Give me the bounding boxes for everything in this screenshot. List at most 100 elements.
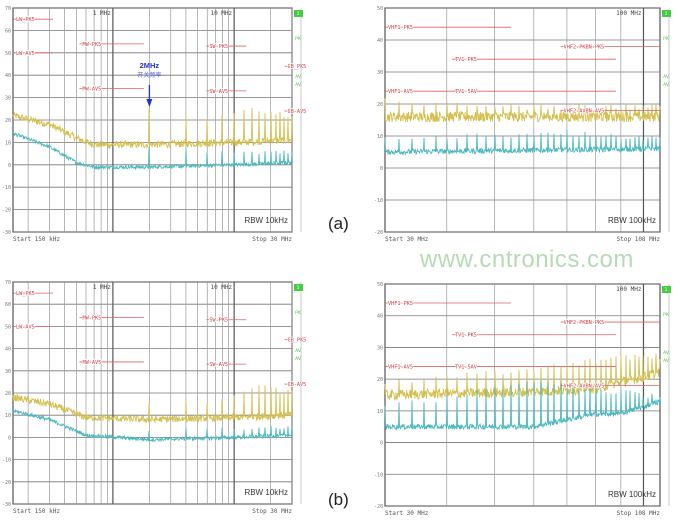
y-tick-label: 10 bbox=[5, 413, 11, 419]
peak-trace bbox=[384, 353, 661, 401]
limit-label: MW-AV5 bbox=[82, 87, 101, 93]
spectrum-plot-a-right: 50 40 30 20 10 0 -10 -20 100 MHz VHF1-PK5 VHF2-PKB… bbox=[374, 6, 671, 243]
limit-label: TV1-PK5 bbox=[455, 333, 477, 339]
side-marker-label: 1 bbox=[297, 285, 300, 291]
y-tick-label: 10 bbox=[377, 409, 383, 415]
y-tick-label: 0 bbox=[8, 163, 11, 169]
marker-badge bbox=[662, 286, 671, 293]
y-tick-label: 20 bbox=[377, 102, 383, 108]
limit-label: VHF2-PKBN-PK5 bbox=[564, 320, 605, 326]
y-tick-label: 0 bbox=[380, 441, 383, 447]
freq-marker-label: 100 MHz bbox=[616, 286, 642, 293]
side-marker-label: AV bbox=[295, 82, 302, 88]
side-marker-label: PK bbox=[295, 310, 302, 316]
rbw-label: RBW 100kHz bbox=[608, 490, 656, 499]
spectrum-plot-b-right: 50 40 30 20 10 0 -10 -20 100 MHz VHF1-PK5 VHF2-PKB… bbox=[374, 282, 671, 517]
y-tick-label: 20 bbox=[377, 377, 383, 383]
y-tick-label: 40 bbox=[377, 314, 383, 320]
panel-label-b: (b) bbox=[328, 490, 349, 509]
y-tick-label: 50 bbox=[5, 51, 11, 57]
arrow-down-icon bbox=[146, 99, 153, 107]
y-tick-label: -30 bbox=[2, 502, 11, 508]
start-frequency-label: Start 150 kHz bbox=[13, 236, 60, 243]
y-tick-label: 0 bbox=[8, 435, 11, 441]
limit-label: LW_PK5 bbox=[16, 17, 35, 23]
start-frequency-label: Start 150 kHz bbox=[13, 508, 60, 515]
spectrum-plot-b-left: 70 60 50 40 30 20 10 0 -10 -20 -30 1 MHz 10 MHz LW_PK… bbox=[2, 280, 307, 515]
y-tick-label: 40 bbox=[5, 347, 11, 353]
rbw-label: RBW 10kHz bbox=[244, 216, 288, 225]
y-tick-label: 30 bbox=[5, 96, 11, 102]
average-trace bbox=[384, 381, 661, 431]
side-marker-label: AV bbox=[663, 82, 670, 88]
limit-label: MW-PK5 bbox=[82, 316, 101, 322]
switching-frequency-label: 开关频率 bbox=[137, 71, 161, 79]
y-tick-label: 50 bbox=[377, 282, 383, 288]
limit-label: VHF1-AV5 bbox=[388, 364, 413, 370]
side-marker-label: 1 bbox=[665, 11, 668, 17]
limit-label: LW-AV5 bbox=[16, 324, 35, 330]
peak-trace bbox=[384, 98, 661, 124]
y-tick-label: -30 bbox=[2, 230, 11, 236]
side-marker-label: PK bbox=[663, 36, 670, 42]
limit-label: TV1-5AV bbox=[455, 364, 477, 370]
side-marker-label: AV bbox=[295, 348, 302, 354]
y-tick-label: 70 bbox=[5, 280, 11, 286]
limit-label: CB-AV5 bbox=[287, 109, 306, 115]
side-marker-label: 1 bbox=[665, 287, 668, 293]
y-tick-label: 50 bbox=[377, 6, 383, 12]
side-marker-label: PK bbox=[295, 36, 302, 42]
side-marker-label: AV bbox=[295, 356, 302, 362]
y-tick-label: 0 bbox=[380, 166, 383, 172]
limit-label: LW_PK5 bbox=[16, 291, 35, 297]
y-tick-label: 60 bbox=[5, 302, 11, 308]
stop-frequency-label: Stop 108 MHz bbox=[617, 510, 661, 517]
side-marker-label: AV bbox=[295, 74, 302, 80]
peak-trace bbox=[12, 107, 293, 150]
limit-label: CB_PK5 bbox=[287, 64, 306, 70]
limit-label: TV1-PK5 bbox=[455, 57, 477, 63]
freq-marker-label: 10 MHz bbox=[210, 284, 232, 291]
average-trace bbox=[384, 129, 661, 156]
side-marker-label: AV bbox=[663, 358, 670, 364]
y-tick-label: 40 bbox=[5, 73, 11, 79]
y-tick-label: 30 bbox=[377, 345, 383, 351]
freq-marker-label: 10 MHz bbox=[210, 10, 232, 17]
limit-label: VHF1-AV5 bbox=[388, 89, 413, 95]
panel-label-a: (a) bbox=[328, 214, 349, 233]
average-trace bbox=[12, 407, 293, 443]
limit-label: VHF1-PK5 bbox=[388, 301, 413, 307]
y-tick-label: -20 bbox=[2, 480, 11, 486]
start-frequency-label: Start 30 MHz bbox=[385, 236, 429, 243]
y-tick-label: -20 bbox=[374, 230, 383, 236]
limit-label: LW-AV5 bbox=[16, 51, 35, 57]
limit-label: MW-PK5 bbox=[82, 42, 101, 48]
limit-label: SW-AV5 bbox=[209, 362, 228, 368]
y-tick-label: -10 bbox=[2, 458, 11, 464]
freq-marker-label: 100 MHz bbox=[616, 10, 642, 17]
stop-frequency-label: Stop 108 MHz bbox=[617, 236, 661, 243]
y-tick-label: -10 bbox=[374, 472, 383, 478]
y-tick-label: -10 bbox=[2, 185, 11, 191]
y-tick-label: -10 bbox=[374, 198, 383, 204]
y-tick-label: 70 bbox=[5, 6, 11, 12]
limit-label: VHF1-PK5 bbox=[388, 25, 413, 31]
y-tick-label: 10 bbox=[5, 140, 11, 146]
y-tick-label: 60 bbox=[5, 28, 11, 34]
start-frequency-label: Start 30 MHz bbox=[385, 510, 429, 517]
marker-badge bbox=[662, 10, 671, 17]
y-tick-label: 30 bbox=[377, 70, 383, 76]
side-marker-label: AV bbox=[663, 350, 670, 356]
stop-frequency-label: Stop 30 MHz bbox=[252, 236, 292, 243]
rbw-label: RBW 10kHz bbox=[244, 488, 288, 497]
limit-label: TV1-5AV bbox=[455, 89, 477, 95]
average-trace bbox=[12, 131, 293, 171]
limit-label: SW-PK5 bbox=[209, 44, 228, 50]
spectrum-plot-a-left: 70 60 50 40 30 20 10 0 -10 -20 -30 1 MHz 10 MHz LW_PK… bbox=[2, 6, 307, 243]
freq-marker-label: 1 MHz bbox=[93, 10, 111, 17]
side-marker-label: 1 bbox=[297, 11, 300, 17]
marker-badge bbox=[294, 10, 303, 17]
y-tick-label: -20 bbox=[2, 208, 11, 214]
y-tick-label: 20 bbox=[5, 118, 11, 124]
